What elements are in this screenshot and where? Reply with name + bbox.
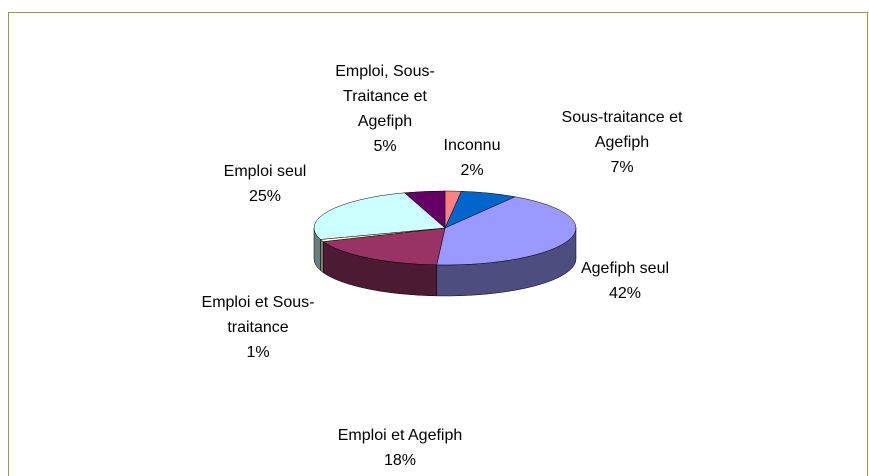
label-value: 5% xyxy=(373,138,397,155)
label-name: Emploi et Sous-traitance xyxy=(201,294,315,336)
slice-label: Inconnu 2% xyxy=(427,133,517,183)
slice-label: Emploi, Sous-Traitance et Agefiph 5% xyxy=(315,59,455,159)
label-value: 25% xyxy=(248,188,282,205)
label-name: Sous-traitance et Agefiph xyxy=(561,109,683,151)
label-value: 18% xyxy=(383,452,417,469)
label-value: 1% xyxy=(246,344,270,361)
pie-tops xyxy=(313,190,577,266)
label-name: Emploi seul xyxy=(223,163,307,180)
slice-side xyxy=(320,238,324,274)
label-value: 42% xyxy=(608,285,642,302)
label-value: 7% xyxy=(610,159,634,176)
slice xyxy=(322,227,446,266)
label-name: Emploi, Sous-Traitance et Agefiph xyxy=(335,63,435,130)
label-name: Agefiph seul xyxy=(580,260,670,277)
label-name: Emploi et Agefiph xyxy=(337,427,463,444)
slice-label: Emploi et Sous-traitance 1% xyxy=(183,290,333,365)
slice-label: Emploi seul 25% xyxy=(200,159,330,209)
chart-frame xyxy=(8,12,868,476)
label-value: 2% xyxy=(460,162,484,179)
label-name: Inconnu xyxy=(443,137,501,154)
slice xyxy=(403,190,446,229)
slice-label: Sous-traitance et Agefiph 7% xyxy=(547,105,697,180)
slice xyxy=(313,192,446,240)
slice xyxy=(436,196,577,266)
slice-label: Agefiph seul 42% xyxy=(565,256,685,306)
slice-label: Emploi et Agefiph 18% xyxy=(315,423,485,473)
